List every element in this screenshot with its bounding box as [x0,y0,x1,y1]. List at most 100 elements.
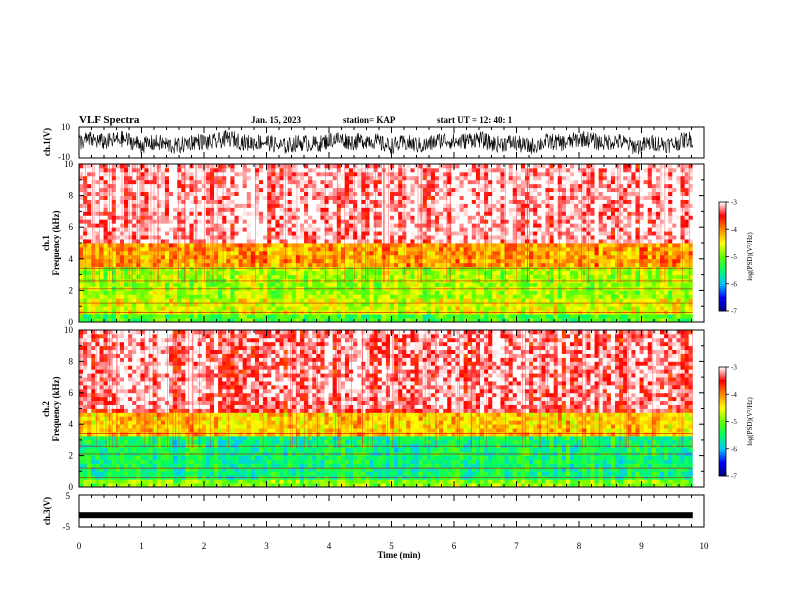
spectrogram-cell [557,207,563,212]
spectrogram-cell [279,243,284,248]
spectrogram-cell [279,282,284,287]
spectrogram-cell [324,215,329,220]
spectrogram-cell [377,243,383,248]
spectrogram-cell [115,282,121,287]
spectrogram-cell [336,175,342,181]
spectrogram-cell [537,211,542,216]
spectrogram-cell [574,179,579,185]
spectrogram-cell [83,290,88,295]
spectrogram-cell [537,179,542,185]
spectrogram-cell [398,167,403,173]
spectrogram-cell [87,203,92,208]
spectrogram-cell [570,167,575,173]
spectrogram-cell [410,282,415,287]
spectrogram-cell [500,231,505,236]
spectrogram-cell [430,266,436,272]
spectrogram-cell [426,254,432,260]
spectrogram-cell [164,254,170,260]
spectrogram-cell [504,282,510,287]
spectrogram-cell [291,235,297,240]
spectrogram-cell [336,235,342,240]
spectrogram-cell [349,262,354,268]
spectrogram-cell [111,175,117,181]
spectrogram-cell [430,282,436,287]
spectrogram-cell [369,294,374,299]
spectrogram-cell [443,246,448,252]
spectrogram-cell [447,223,452,228]
spectrogram-cell [119,294,125,299]
spectrogram-cell [545,266,550,272]
spectrogram-cell [267,231,272,236]
spectrogram-cell [132,235,137,240]
spectrogram-cell [226,298,231,303]
spectrogram-cell [414,274,420,279]
spectrogram-cell [529,195,534,200]
spectrogram-cell [516,191,522,196]
spectrogram-cell [398,239,403,244]
spectrogram-cell [451,203,456,208]
spectrogram-cell [173,306,178,311]
spectrogram-cell [475,274,481,279]
spectrogram-cell [128,274,133,279]
spectrogram-cell [291,171,297,177]
spectrogram-cell [373,167,379,173]
spectrogram-cell [279,290,284,295]
spectrogram-cell [259,266,264,272]
spectrogram-cell [230,167,235,173]
spectrogram-cell [545,179,550,185]
spectrogram-cell [136,171,141,177]
spectrogram-cell [185,250,190,256]
spectrogram-cell [324,187,329,193]
spectrogram-cell [475,231,481,236]
spectrogram-cell [361,246,366,252]
spectrogram-cell [320,266,325,272]
spectrogram-cell [516,294,522,299]
spectrogram-cell [91,250,96,256]
spectrogram-cell [128,235,133,240]
spectrogram-cell [254,207,260,212]
spectrogram-cell [426,195,432,200]
spectrogram-cell [557,183,563,189]
spectrogram-cell [541,239,546,244]
spectrogram-cell [451,207,456,212]
spectrogram-cell [443,175,448,181]
spectrogram-cell [87,298,92,303]
spectrogram-cell [398,195,403,200]
spectrogram-cell [529,164,534,169]
spectrogram-cell [197,223,203,228]
spectrogram-cell [541,195,546,200]
spectrogram-cell [389,294,395,299]
spectrogram-cell [455,258,460,264]
spectrogram-cell [242,215,248,220]
spectrogram-cell [177,270,182,275]
spectrogram-cell [308,211,313,216]
spectrogram-cell [79,298,84,303]
spectrogram-cell [115,171,121,177]
spectrogram-cell [353,199,358,204]
spectrogram-cell [353,187,358,193]
spectrogram-cell [124,215,129,220]
spectrogram-cell [512,270,518,275]
spectrogram-cell [218,215,223,220]
spectrogram-cell [570,294,575,299]
spectrogram-cell [320,199,325,204]
spectrogram-cell [463,282,469,287]
spectrogram-cell [418,314,424,319]
spectrogram-cell [111,282,117,287]
spectrogram-cell [259,203,264,208]
spectrogram-cell [275,282,280,287]
spectrogram-cell [164,223,170,228]
spectrogram-cell [471,167,477,173]
spectrogram-cell [181,207,186,212]
spectrogram-cell [124,195,129,200]
spectrogram-cell [328,243,334,248]
spectrogram-cell [488,306,493,311]
spectrogram-cell [520,258,526,264]
spectrogram-cell [263,246,268,252]
spectrogram-cell [328,203,334,208]
spectrogram-cell [574,239,579,244]
spectrogram-cell [242,191,248,196]
spectrogram-cell [475,187,481,193]
spectrogram-cell [140,203,145,208]
spectrogram-cell [279,223,284,228]
